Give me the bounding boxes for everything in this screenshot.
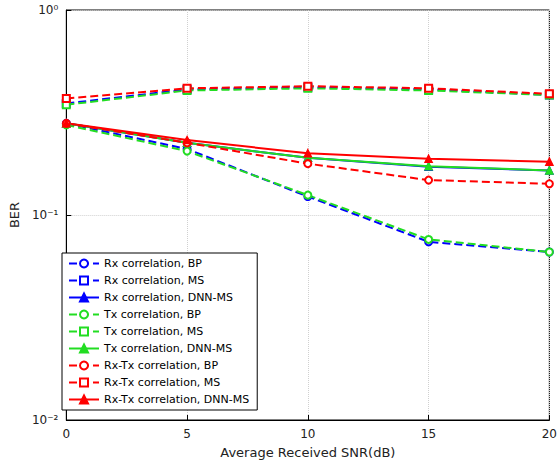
svg-text:Tx correlation, MS: Tx correlation, MS (103, 325, 203, 338)
svg-text:Rx correlation, MS: Rx correlation, MS (104, 274, 204, 287)
svg-text:10: 10 (300, 427, 315, 441)
svg-text:Rx-Tx correlation, DNN-MS: Rx-Tx correlation, DNN-MS (104, 393, 249, 406)
svg-text:10⁻²: 10⁻² (32, 413, 59, 427)
svg-text:15: 15 (421, 427, 436, 441)
svg-text:0: 0 (62, 427, 70, 441)
svg-text:Rx correlation, DNN-MS: Rx correlation, DNN-MS (104, 291, 233, 304)
svg-text:Tx correlation, BP: Tx correlation, BP (103, 308, 201, 321)
svg-text:10⁰: 10⁰ (38, 3, 58, 17)
svg-text:Rx-Tx correlation, MS: Rx-Tx correlation, MS (104, 376, 220, 389)
svg-text:Average Received SNR(dB): Average Received SNR(dB) (220, 445, 395, 460)
svg-text:BER: BER (7, 202, 22, 228)
svg-text:Rx correlation, BP: Rx correlation, BP (104, 257, 202, 270)
svg-text:Tx correlation, DNN-MS: Tx correlation, DNN-MS (103, 342, 232, 355)
svg-text:Rx-Tx correlation, BP: Rx-Tx correlation, BP (104, 359, 218, 372)
svg-text:5: 5 (183, 427, 191, 441)
svg-text:10⁻¹: 10⁻¹ (32, 208, 59, 222)
svg-text:20: 20 (542, 427, 557, 441)
